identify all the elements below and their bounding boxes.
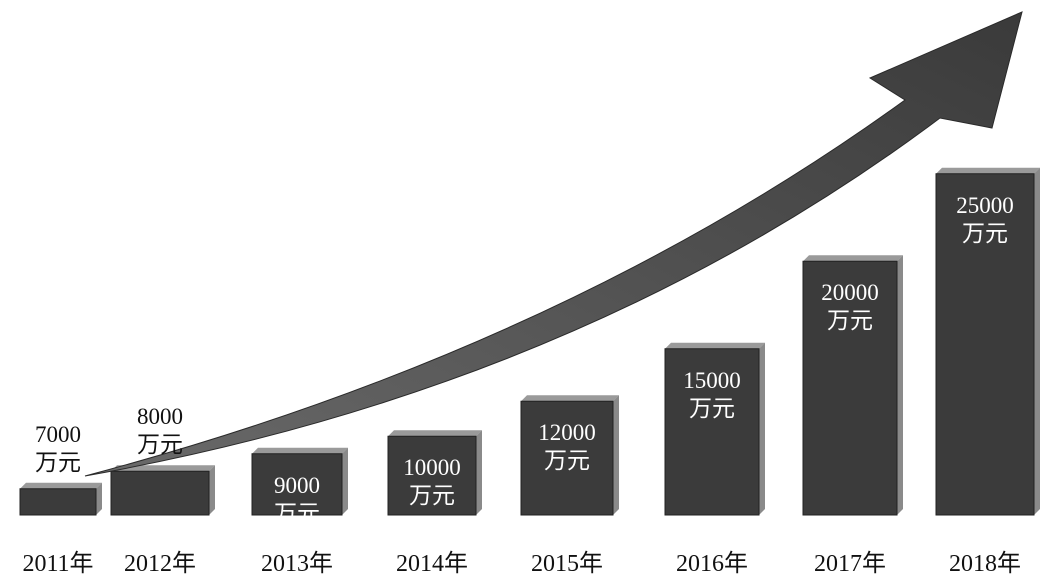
bar-side-face (209, 465, 215, 515)
x-tick-label: 2012年 (124, 551, 196, 577)
value-label: 15000 万元 (683, 367, 741, 421)
x-tick-label: 2011年 (22, 551, 94, 577)
bar (110, 470, 210, 516)
x-tick-label: 2017年 (814, 551, 886, 577)
bar-top-face (936, 167, 1040, 174)
bar-side-face (342, 447, 348, 515)
bar (387, 435, 477, 516)
bar (935, 173, 1035, 516)
x-tick-label: 2016年 (676, 551, 748, 577)
value-label: 12000 万元 (538, 420, 596, 474)
value-label: 7000 万元 (35, 421, 81, 475)
value-label: 9000 万元 (274, 472, 320, 526)
bar (251, 453, 343, 516)
value-label: 25000 万元 (956, 192, 1014, 246)
x-tick-label: 2015年 (531, 551, 603, 577)
bar (664, 348, 760, 516)
bar-top-face (388, 430, 482, 437)
bar-top-face (803, 255, 903, 262)
bar-top-face (521, 395, 619, 402)
bar-side-face (1034, 167, 1040, 515)
bar-side-face (897, 255, 903, 515)
bar-side-face (613, 395, 619, 515)
bar-side-face (759, 342, 765, 515)
growth-arrow (84, 11, 1023, 477)
bar (520, 400, 614, 516)
value-label: 10000 万元 (403, 455, 461, 509)
bar-top-face (20, 482, 102, 489)
bar-side-face (96, 482, 102, 515)
value-label: 20000 万元 (821, 280, 879, 334)
x-tick-label: 2014年 (396, 551, 468, 577)
value-label: 8000 万元 (137, 404, 183, 458)
bar-top-face (252, 447, 348, 454)
bar-side-face (476, 430, 482, 515)
bars (19, 167, 1040, 516)
bar-top-face (111, 465, 215, 472)
x-tick-label: 2013年 (261, 551, 333, 577)
bar (802, 260, 898, 516)
x-tick-label: 2018年 (949, 551, 1021, 577)
bar-top-face (665, 342, 765, 349)
bar (19, 488, 97, 516)
